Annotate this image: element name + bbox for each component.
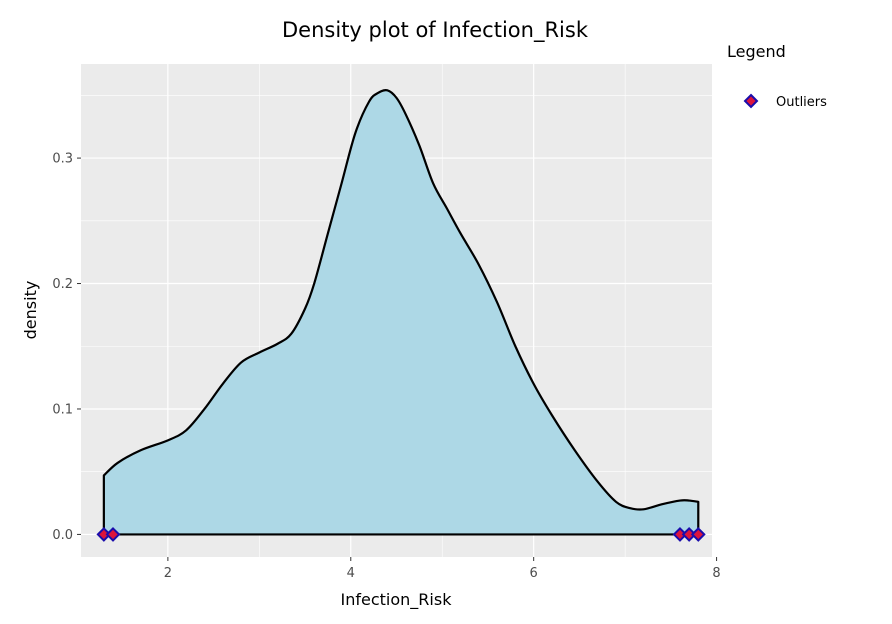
legend-title: Legend	[727, 42, 786, 61]
y-axis: 0.0 0.1 0.2 0.3	[52, 152, 81, 543]
legend-label-outliers: Outliers	[776, 95, 827, 110]
legend-key-outliers	[743, 93, 759, 109]
y-tick-label-2: 0.2	[52, 277, 73, 292]
x-tick-label-3: 8	[712, 566, 720, 581]
x-axis-title: Infection_Risk	[341, 590, 453, 610]
x-tick-label-1: 4	[347, 566, 355, 581]
outlier-points	[96, 527, 706, 542]
x-tick-label-2: 6	[530, 566, 538, 581]
x-tick-label-0: 2	[164, 566, 172, 581]
density-area	[103, 90, 699, 535]
density-line	[102, 89, 700, 536]
y-axis-title: density	[21, 281, 40, 340]
legend: Legend Outliers	[727, 42, 827, 110]
y-tick-label-3: 0.3	[52, 152, 73, 167]
outlier-point-4	[690, 527, 706, 542]
x-axis: 2 4 6 8	[164, 557, 721, 581]
chart-title: Density plot of Infection_Risk	[282, 18, 589, 43]
outlier-point-1	[105, 527, 121, 542]
y-tick-label-1: 0.1	[52, 402, 73, 417]
y-tick-label-0: 0.0	[52, 528, 73, 543]
legend-key-diamond	[743, 93, 759, 109]
